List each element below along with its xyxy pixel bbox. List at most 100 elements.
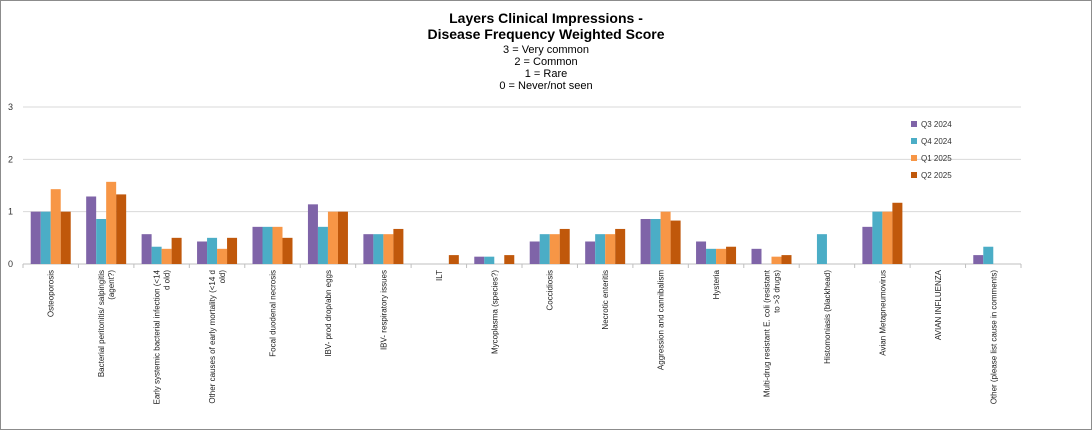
legend-label: Q4 2024 (921, 137, 952, 146)
bar (882, 211, 893, 264)
y-tick-label: 1 (8, 207, 13, 217)
chart-title-line: Layers Clinical Impressions - (449, 10, 643, 26)
bar (227, 237, 238, 264)
x-category-label: Histomoniasis (blackhead) (823, 270, 832, 364)
chart-title-line: Disease Frequency Weighted Score (427, 26, 664, 42)
bar (30, 211, 41, 264)
y-tick-label: 0 (8, 259, 13, 269)
bar (549, 234, 560, 264)
x-category-label: (agent?) (107, 270, 116, 300)
bar (484, 256, 495, 264)
y-tick-label: 2 (8, 154, 13, 164)
bar (706, 248, 717, 264)
bar (605, 234, 616, 264)
chart-title: Layers Clinical Impressions -Disease Fre… (427, 10, 664, 42)
legend-label: Q1 2025 (921, 154, 952, 163)
bar (161, 248, 172, 264)
x-category-label: to >3 drugs) (773, 270, 782, 313)
bar (816, 234, 827, 264)
bar (307, 204, 318, 264)
bar (86, 196, 97, 264)
bar (337, 211, 348, 264)
x-category-label: Multi-drug resistant E. coli (resistant (763, 269, 772, 397)
bar (504, 255, 515, 264)
bar (141, 234, 152, 264)
chart-subtitle-line: 1 = Rare (525, 68, 568, 80)
chart-subtitle-line: 0 = Never/not seen (499, 80, 592, 92)
legend-label: Q3 2024 (921, 120, 952, 129)
bar (983, 246, 994, 264)
bar (197, 241, 208, 264)
bar (272, 226, 283, 264)
bar (585, 241, 596, 264)
bar (252, 226, 263, 264)
x-category-label: d old) (163, 270, 172, 290)
y-axis-ticks: 0 1 2 3 (8, 102, 13, 269)
bar (660, 211, 671, 264)
x-category-label: old) (218, 270, 227, 284)
bar (559, 228, 570, 264)
legend-swatch (911, 138, 917, 144)
bar (50, 189, 61, 264)
bar (716, 248, 727, 264)
bar (696, 241, 707, 264)
x-category-label: Early systemic bacterial infection (<14 (153, 269, 162, 404)
bars (22, 181, 1022, 268)
x-axis-labels: Osteoporosis Bacterial peritonitis/ salpi… (47, 269, 999, 404)
x-category-label: IBV- respiratory issues (379, 270, 388, 350)
x-category-label: Aggression and cannibalism (657, 270, 666, 370)
bar (217, 248, 228, 264)
bar (383, 234, 394, 264)
bar (781, 255, 792, 264)
x-category-label: Necrotic enteritis (601, 270, 610, 330)
y-tick-label: 3 (8, 102, 13, 112)
x-category-label: Other causes of early mortality (<14 d (208, 270, 217, 404)
bar (474, 256, 485, 264)
bar (726, 246, 737, 264)
bar (448, 255, 459, 264)
bar (282, 237, 293, 264)
x-category-label: Osteoporosis (47, 270, 56, 317)
bar (670, 220, 681, 264)
bar (116, 194, 127, 264)
bar (262, 226, 273, 264)
legend-swatch (911, 155, 917, 161)
bar (872, 211, 883, 264)
legend-label: Q2 2025 (921, 171, 952, 180)
bar (615, 228, 626, 264)
bar (317, 226, 328, 264)
bar (373, 234, 384, 264)
x-category-label: IBV- prod drop/abn eggs (324, 270, 333, 357)
bar (973, 255, 984, 264)
bar (327, 211, 338, 264)
x-category-label: Other (please list cause in comments) (989, 270, 998, 405)
bar (207, 237, 218, 264)
bar (640, 218, 651, 264)
chart-subtitle-line: 3 = Very common (503, 44, 589, 56)
legend-swatch (911, 121, 917, 127)
bar (892, 202, 903, 264)
bar (60, 211, 71, 264)
x-category-label: ILT (435, 270, 444, 281)
x-category-label: AVIAN INFLUENZA (934, 269, 943, 340)
x-category-label: Coccidiosis (546, 270, 555, 310)
chart-subtitle-line: 2 = Common (514, 56, 577, 68)
bar (650, 218, 661, 264)
bar (751, 248, 762, 264)
bar (771, 256, 782, 264)
bar (539, 234, 550, 264)
legend-swatch (911, 172, 917, 178)
x-category-label: Avian Metapneumovirus (878, 270, 887, 356)
x-category-label: Bacterial peritonitis/ salpingitis (97, 270, 106, 377)
legend: Q3 2024 Q4 2024 Q1 2025 Q2 2025 (911, 120, 952, 180)
bar (862, 226, 873, 264)
bar (151, 246, 162, 264)
bar (96, 218, 107, 264)
bar (40, 211, 51, 264)
bar (171, 237, 182, 264)
bar (595, 234, 606, 264)
bar (393, 228, 404, 264)
